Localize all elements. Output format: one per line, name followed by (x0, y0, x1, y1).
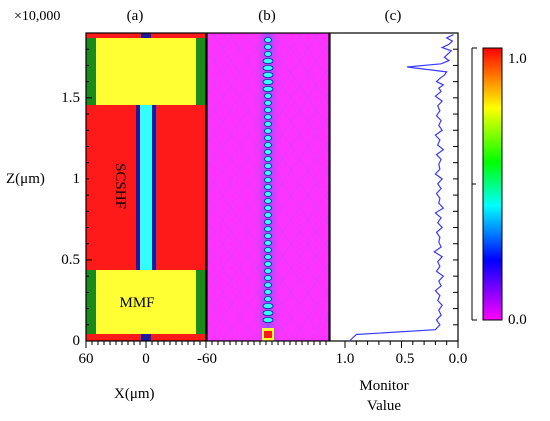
panel-label-a: (a) (127, 8, 144, 24)
field-intensity-spot (262, 72, 274, 79)
field-intensity-spot (264, 190, 272, 197)
region-label-mmf: MMF (119, 295, 154, 311)
field-intensity-spot (262, 79, 274, 86)
field-intensity-spot (262, 316, 274, 323)
c-x-tick-label: 0.0 (449, 351, 468, 367)
field-intensity-spot (262, 65, 274, 72)
field-intensity-spot (264, 211, 272, 218)
monitor-axis-label-line2: Value (367, 398, 401, 414)
colorbar-bottom-label: 0.0 (508, 312, 527, 328)
field-intensity-spot (264, 225, 272, 232)
field-intensity-spot (264, 253, 272, 260)
field-intensity-spot (264, 183, 272, 190)
field-intensity-spot (264, 93, 272, 100)
colorbar-top-label: 1.0 (508, 51, 527, 67)
monitor-value-curve (349, 34, 454, 342)
field-intensity-spot (264, 155, 272, 162)
region-label-scshf: SCSHF (112, 163, 128, 209)
panel-b-field-map (206, 32, 330, 342)
field-intensity-spot (264, 141, 272, 148)
field-intensity-spot (264, 239, 272, 246)
field-intensity-spot (264, 148, 272, 155)
field-intensity-spot (264, 114, 272, 121)
panel-c-monitor-plot: 1.0 0.5 0.0 (329, 32, 468, 367)
field-intensity-spot (264, 176, 272, 183)
field-intensity-spot (264, 127, 272, 134)
field-intensity-spot (264, 232, 272, 239)
mmf-top-core (96, 33, 196, 105)
field-intensity-spot (264, 107, 272, 114)
field-intensity-spot (264, 100, 272, 107)
field-intensity-spot (264, 37, 272, 44)
c-x-tick-label: 0.5 (396, 351, 415, 367)
field-intensity-spot (264, 260, 272, 267)
panel-label-b: (b) (258, 8, 276, 24)
field-intensity-spot (262, 309, 274, 316)
bottom-core-marker (141, 334, 151, 341)
field-intensity-spot (264, 281, 272, 288)
scshf-side-core-right (152, 105, 156, 270)
scshf-central-core (140, 105, 152, 270)
y-tick-label: 0.5 (61, 252, 80, 268)
field-intensity-spot (264, 162, 272, 169)
y-axis-label: Z(μm) (6, 171, 45, 187)
field-intensity-spot (262, 58, 274, 65)
panel-ab-x-axis: 60 0 -60 (79, 340, 330, 367)
panel-a-structure (85, 32, 207, 342)
y-tick-label: 0 (73, 333, 81, 349)
field-intensity-spot (264, 204, 272, 211)
field-intensity-spot (264, 218, 272, 225)
field-intensity-spot (264, 121, 272, 128)
z-multiplier: ×10,000 (14, 9, 60, 24)
colorbar-scale (482, 47, 503, 321)
field-intensity-spot (264, 169, 272, 176)
c-x-tick-label: 1.0 (336, 351, 355, 367)
monitor-axis-label: Monitor (359, 378, 408, 394)
field-intensity-spot (262, 302, 274, 309)
y-tick-label: 1.5 (61, 90, 80, 106)
colorbar: 1.0 0.0 (471, 47, 527, 328)
scshf-side-core-left (136, 105, 140, 270)
x-tick-label: 0 (142, 351, 150, 367)
panel-label-c: (c) (385, 8, 402, 24)
field-intensity-spot (264, 134, 272, 141)
field-intensity-spot (264, 295, 272, 302)
field-intensity-spot (264, 288, 272, 295)
field-intensity-spot (264, 267, 272, 274)
field-intensity-spot (264, 246, 272, 253)
top-core-marker (141, 33, 151, 38)
x-axis-label: X(μm) (114, 386, 155, 402)
field-intensity-spot (264, 51, 272, 58)
field-intensity-spot (264, 44, 272, 51)
x-tick-label: 60 (79, 351, 94, 367)
field-intensity-spot (264, 274, 272, 281)
field-intensity-spot (262, 86, 274, 93)
x-tick-label: -60 (197, 351, 217, 367)
mmf-bottom-core (96, 270, 196, 341)
y-tick-label: 1 (73, 171, 81, 187)
field-intensity-spot (264, 197, 272, 204)
